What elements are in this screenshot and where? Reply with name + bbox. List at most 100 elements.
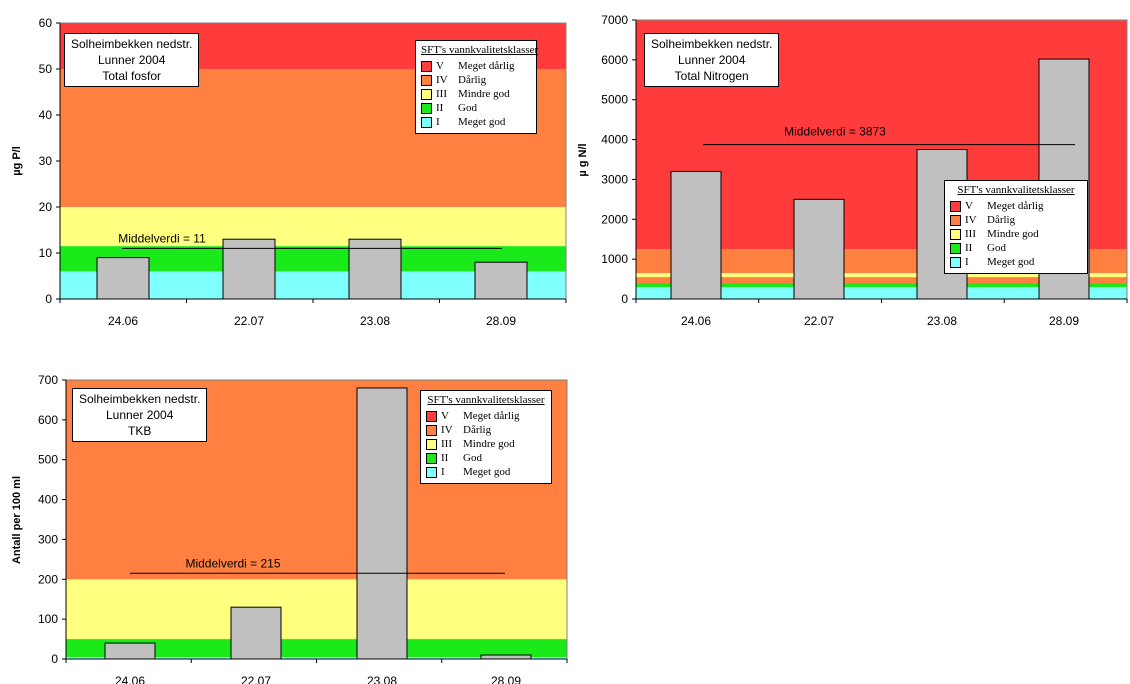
legend-box: SFT's vannkvalitetsklasser V Meget dårlig… xyxy=(420,390,552,484)
legend-class-number: III xyxy=(436,88,447,100)
legend-class-number: IV xyxy=(965,214,977,226)
y-tick-label: 1000 xyxy=(601,252,628,266)
legend-class-number: V xyxy=(436,60,444,72)
y-tick-label: 20 xyxy=(39,200,53,214)
chart-title-line: Lunner 2004 xyxy=(98,53,166,67)
legend-item: II God xyxy=(950,241,1082,255)
legend-class-label: Mindre god xyxy=(458,88,510,100)
y-tick-label: 0 xyxy=(621,292,628,306)
x-tick-label: 22.07 xyxy=(241,674,271,684)
legend-class-label: Dårlig xyxy=(458,74,487,86)
legend-item: II God xyxy=(421,101,531,115)
chart-title-line: Solheimbekken nedstr. xyxy=(651,37,773,51)
legend-swatch xyxy=(421,88,432,100)
legend-class-number: II xyxy=(441,452,449,464)
legend-item: IV Dårlig xyxy=(421,73,531,87)
legend-swatch xyxy=(421,116,432,128)
legend-swatch xyxy=(426,452,437,464)
bar-22.07 xyxy=(230,606,282,660)
legend-class-label: God xyxy=(987,242,1006,254)
bar-24.06 xyxy=(670,170,722,300)
x-tick-label: 23.08 xyxy=(360,314,390,328)
chart-title-line: TKB xyxy=(128,424,152,438)
y-tick-label: 30 xyxy=(39,154,53,168)
class-band xyxy=(636,287,1127,299)
legend-class-number: IV xyxy=(441,424,453,436)
legend-class-label: Dårlig xyxy=(463,424,492,436)
legend-class-number: II xyxy=(965,242,973,254)
y-tick-label: 5000 xyxy=(601,93,628,107)
legend-swatch xyxy=(421,74,432,86)
class-band xyxy=(60,207,566,247)
legend-item: IV Dårlig xyxy=(426,423,546,437)
legend-swatch xyxy=(950,228,961,240)
chart-title-line: Lunner 2004 xyxy=(106,408,174,422)
legend-item: I Meget god xyxy=(950,255,1082,269)
y-tick-label: 3000 xyxy=(601,172,628,186)
legend-item: I Meget god xyxy=(421,115,531,129)
class-band xyxy=(66,657,567,659)
legend-title: SFT's vannkvalitetsklasser xyxy=(427,394,545,406)
y-axis-label: µ g N/l xyxy=(577,143,589,177)
chart-title-box: Solheimbekken nedstr. Lunner 2004 Total … xyxy=(644,33,780,87)
chart-total-nitrogen: 0 1000 2000 3000 4000 5000 6000 7000 24.06 22.07 2… xyxy=(570,0,1130,340)
legend-class-label: God xyxy=(458,102,477,114)
chart-title-line: Solheimbekken nedstr. xyxy=(79,392,201,406)
class-band xyxy=(636,283,1127,288)
x-tick-label: 28.09 xyxy=(1049,314,1079,328)
legend-item: V Meget dårlig xyxy=(950,199,1082,213)
mean-label: Middelverdi = 3873 xyxy=(784,125,886,139)
mean-label: Middelverdi = 11 xyxy=(118,231,206,245)
legend-class-label: Dårlig xyxy=(987,214,1016,226)
legend-swatch xyxy=(950,256,961,268)
class-band xyxy=(636,277,1127,284)
legend-class-number: I xyxy=(436,116,440,128)
legend-class-number: V xyxy=(965,200,973,212)
legend-class-label: Mindre god xyxy=(463,438,515,450)
y-tick-label: 10 xyxy=(39,246,53,260)
legend-class-number: III xyxy=(965,228,976,240)
y-tick-label: 100 xyxy=(38,612,58,626)
x-tick-label: 22.07 xyxy=(234,314,264,328)
legend-item: V Meget dårlig xyxy=(421,59,531,73)
y-tick-label: 0 xyxy=(45,292,52,306)
x-tick-label: 24.06 xyxy=(681,314,711,328)
legend-item: I Meget god xyxy=(426,465,546,479)
bar-28.09 xyxy=(474,261,528,300)
chart-title-line: Solheimbekken nedstr. xyxy=(71,37,193,51)
x-tick-label: 24.06 xyxy=(115,674,145,684)
chart-title-box: Solheimbekken nedstr. Lunner 2004 TKB xyxy=(72,388,208,442)
y-axis-label: µg P/l xyxy=(11,146,23,176)
bar-24.06 xyxy=(104,642,156,660)
legend-item: III Mindre god xyxy=(426,437,546,451)
x-tick-label: 23.08 xyxy=(927,314,957,328)
class-band xyxy=(66,579,567,640)
bar-22.07 xyxy=(222,238,276,300)
legend-class-number: II xyxy=(436,102,444,114)
mean-label: Middelverdi = 215 xyxy=(185,556,280,570)
legend-class-label: Meget god xyxy=(987,256,1035,268)
chart-tkb: 0 100 200 300 400 500 600 700 24.06 22.07 23.08 28.… xyxy=(0,360,570,684)
legend-box: SFT's vannkvalitetsklasser V Meget dårlig… xyxy=(415,40,539,134)
y-tick-label: 600 xyxy=(38,413,58,427)
class-band xyxy=(636,273,1127,278)
bar-22.07 xyxy=(793,198,845,300)
chart-title-line: Lunner 2004 xyxy=(678,53,746,67)
y-tick-label: 400 xyxy=(38,493,58,507)
legend-title: SFT's vannkvalitetsklasser xyxy=(421,44,539,56)
legend-class-label: Mindre god xyxy=(987,228,1039,240)
legend-class-label: Meget god xyxy=(458,116,506,128)
y-tick-label: 40 xyxy=(39,108,53,122)
legend-class-number: V xyxy=(441,410,449,422)
y-tick-label: 700 xyxy=(38,373,58,387)
bar-23.08 xyxy=(348,238,402,300)
y-axis-label: Antall per 100 ml xyxy=(11,475,23,565)
legend-swatch xyxy=(421,102,432,114)
y-tick-label: 60 xyxy=(39,16,53,30)
y-tick-label: 500 xyxy=(38,453,58,467)
legend-class-number: I xyxy=(965,256,969,268)
x-tick-label: 28.09 xyxy=(486,314,516,328)
chart-total-fosfor: 0 10 20 30 40 50 60 24.06 22.07 23.08 28.09 Middelv… xyxy=(0,0,570,340)
legend-item: III Mindre god xyxy=(950,227,1082,241)
chart-title-line: Total Nitrogen xyxy=(674,69,749,83)
